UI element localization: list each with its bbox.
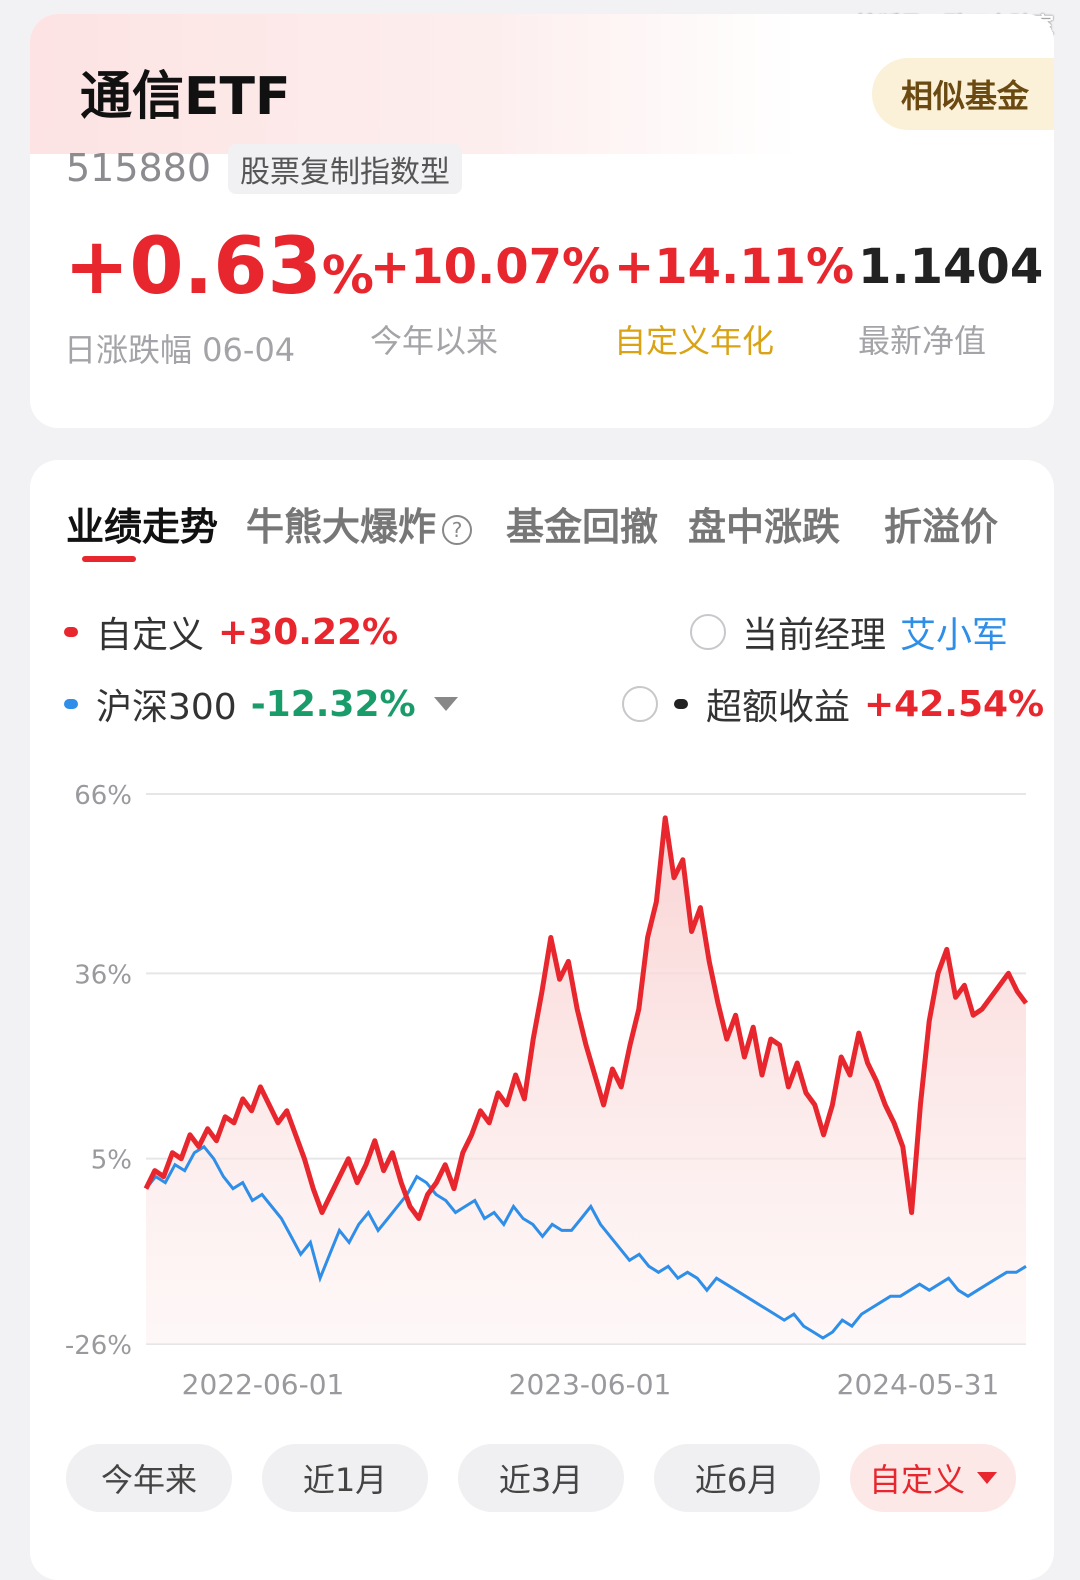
stat-custom-annual-label: 自定义年化 [614, 322, 775, 360]
tab-performance[interactable]: 业绩走势 [66, 505, 219, 549]
stat-custom-annual-value: +14.11% [614, 239, 855, 295]
fund-header-card: 通信ETF 相似基金 515880 股票复制指数型 +0.63% 日涨跌幅 06… [30, 14, 1054, 428]
stat-ytd: +10.07% 今年以来 [370, 222, 610, 362]
custom-series-dot [64, 627, 78, 637]
performance-chart[interactable]: 66% 36% 5% -26% 2022-06-01 2023-06-01 2024-05… [30, 750, 1054, 1400]
custom-series-line [143, 815, 1029, 1221]
stat-ytd-value: +10.07% [370, 239, 611, 295]
period-custom-button[interactable]: 自定义 [850, 1444, 1016, 1512]
custom-return: +30.22% [218, 611, 399, 653]
stat-daily-value: +0.63% [64, 222, 374, 312]
legend-custom: 自定义 +30.22% [64, 606, 398, 658]
period-ytd-button[interactable]: 今年来 [66, 1444, 232, 1512]
x-tick-label: 2022-06-01 [182, 1368, 345, 1400]
x-tick-label: 2023-06-01 [509, 1368, 672, 1400]
caret-down-icon [977, 1472, 997, 1484]
manager-radio[interactable] [690, 614, 726, 650]
tab-bull-bear[interactable]: 牛熊大爆炸? [246, 496, 473, 551]
stat-daily-label: 日涨跌幅 06-04 [64, 331, 296, 369]
y-tick-label: -26% [65, 1331, 132, 1361]
excess-return: +42.54% [864, 683, 1045, 725]
tab-drawdown[interactable]: 基金回撤 [506, 505, 659, 549]
y-tick-label: 36% [74, 960, 132, 990]
stat-nav: 1.1404 最新净值 [858, 222, 1043, 362]
excess-series-dot [674, 699, 688, 709]
tab-premium[interactable]: 折溢价 [884, 505, 999, 549]
period-3m-button[interactable]: 近3月 [458, 1444, 624, 1512]
y-tick-label: 5% [91, 1146, 132, 1176]
period-6m-button[interactable]: 近6月 [654, 1444, 820, 1512]
stat-nav-value: 1.1404 [858, 239, 1044, 295]
custom-series-area [146, 817, 1026, 1344]
period-selector: 今年来 近1月 近3月 近6月 自定义 [66, 1444, 1026, 1514]
legend-manager[interactable]: 当前经理 艾小军 [690, 606, 1008, 658]
stat-daily-change: +0.63% 日涨跌幅 06-04 [64, 222, 374, 371]
period-1m-button[interactable]: 近1月 [262, 1444, 428, 1512]
help-icon[interactable]: ? [442, 514, 473, 545]
performance-card: 业绩走势 牛熊大爆炸? 基金回撤 盘中涨跌 折溢价 自定义 +30.22% 当前… [30, 460, 1054, 1580]
chevron-down-icon[interactable] [433, 697, 458, 711]
fund-code: 515880 [66, 146, 212, 190]
x-tick-label: 2024-05-31 [837, 1368, 1000, 1400]
tab-intraday[interactable]: 盘中涨跌 [688, 505, 841, 549]
index-series-dot [64, 699, 78, 709]
fund-name: 通信ETF [80, 67, 291, 127]
index-return: -12.32% [250, 683, 416, 725]
chart-tabs: 业绩走势 牛熊大爆炸? 基金回撤 盘中涨跌 折溢价 [66, 496, 1026, 556]
fund-type-badge: 股票复制指数型 [228, 144, 462, 194]
stat-custom-annual[interactable]: +14.11% 自定义年化 [614, 222, 854, 362]
excess-radio[interactable] [622, 686, 658, 722]
similar-fund-button[interactable]: 相似基金 [872, 58, 1054, 130]
manager-name[interactable]: 艾小军 [900, 615, 1009, 656]
y-tick-label: 66% [74, 781, 132, 811]
legend-index[interactable]: 沪深300 -12.32% [64, 678, 458, 730]
legend-excess[interactable]: 超额收益 +42.54% [622, 678, 1044, 730]
stat-nav-label: 最新净值 [858, 322, 987, 360]
index-series-line [144, 1144, 1027, 1340]
stat-ytd-label: 今年以来 [370, 322, 499, 360]
active-tab-indicator [82, 556, 136, 562]
